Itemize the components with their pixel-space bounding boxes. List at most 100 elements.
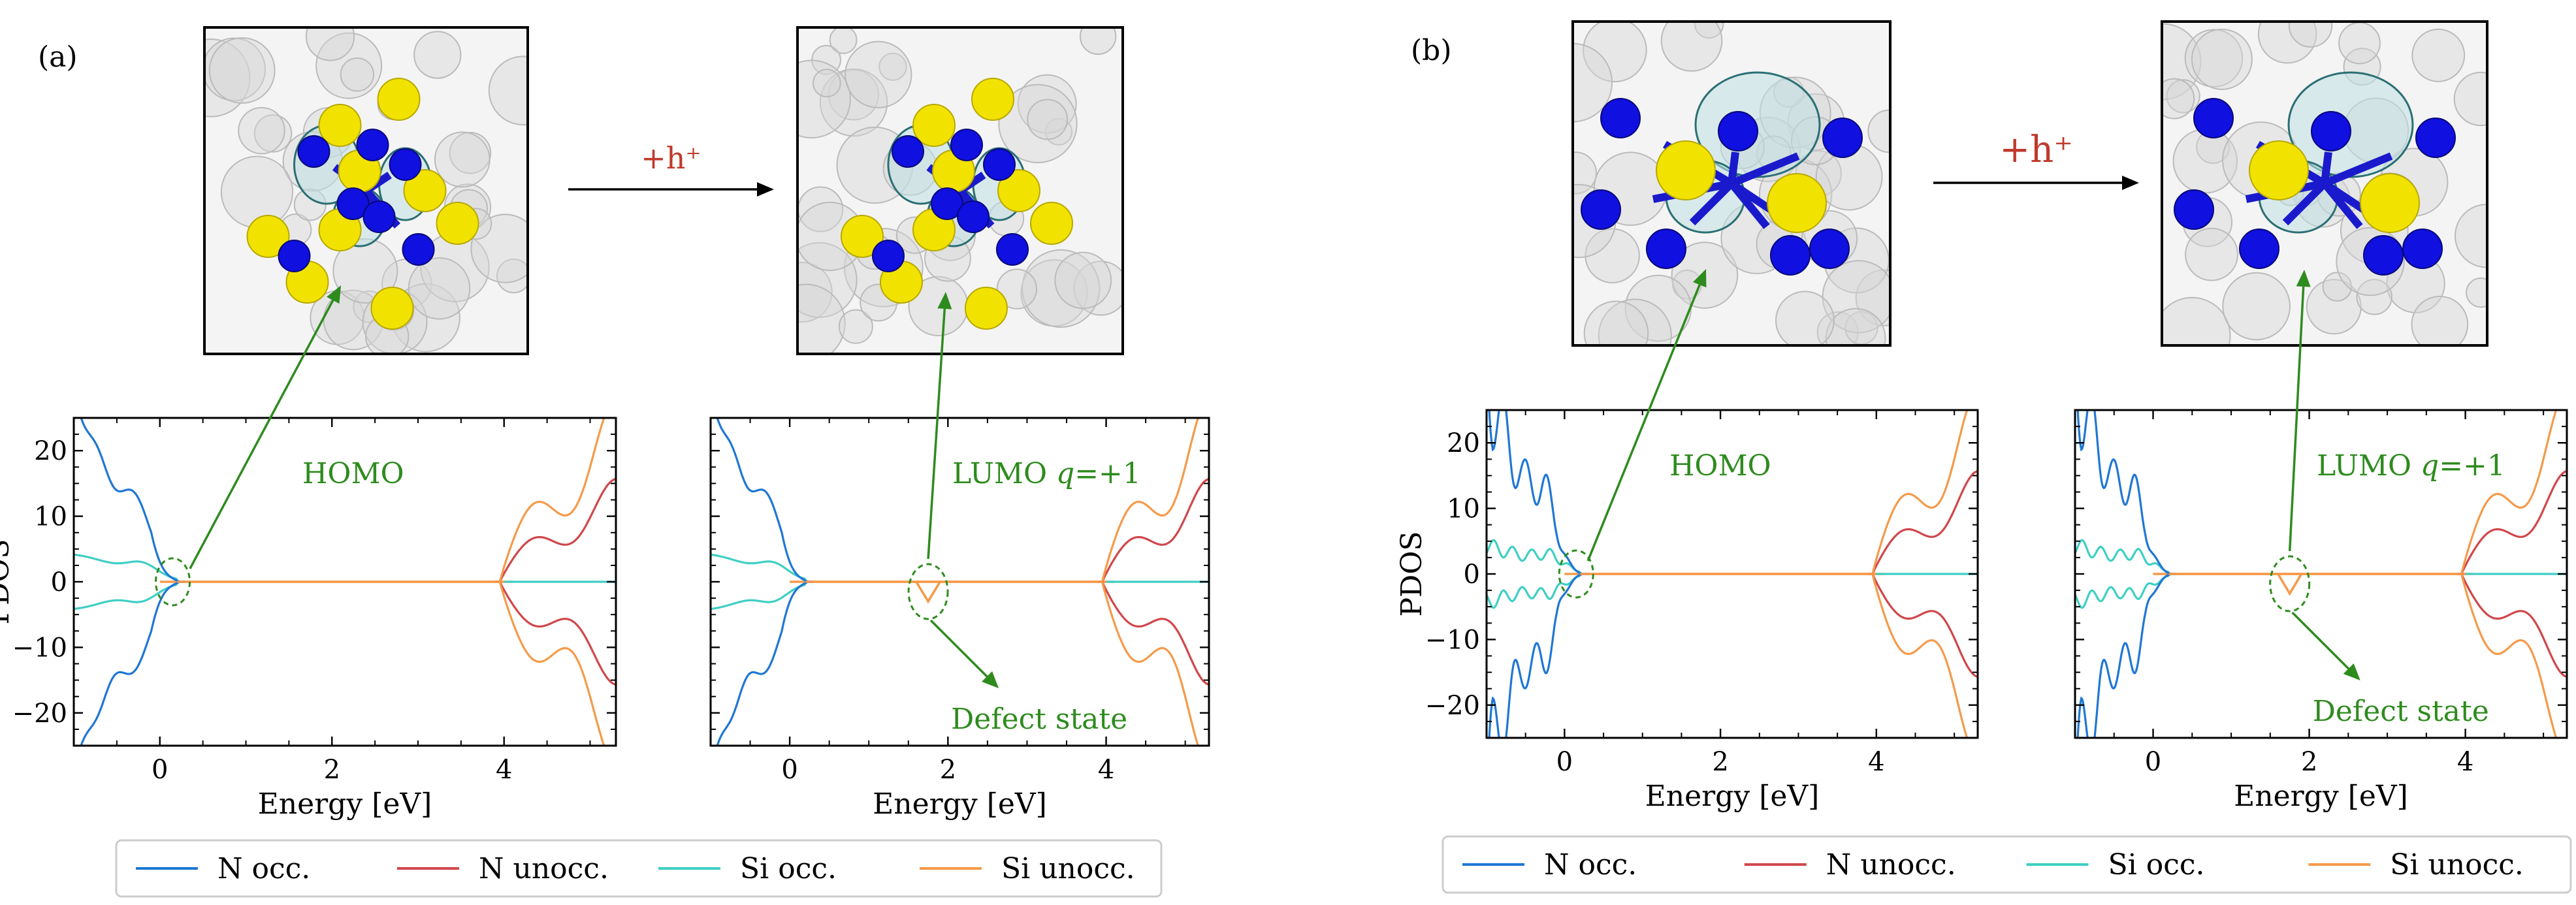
background-atom [204,38,251,118]
pointer-line [1586,284,1701,562]
n-occ-line-up [80,418,186,583]
bond [1728,151,1739,184]
defect-arrow [2291,611,2356,676]
y-tick-label: 10 [1447,494,1480,524]
si-occ-line-down [1487,573,1588,609]
n-occ-line-up [716,418,814,583]
si-atom [912,104,956,147]
arrow-head [2122,176,2139,190]
render-frame [1571,20,1892,347]
y-tick-label: 20 [34,436,67,466]
background-atom [1585,228,1640,283]
y-tick-label: 0 [51,567,67,597]
background-atom [2411,295,2469,345]
y-tick-label: 0 [1464,560,1480,590]
pdos-subplot-1: 0 2 4 20 10 0 −10 −20 PDOS Energy [eV] HOMO [0,417,617,821]
n-unocc-line-up [2457,470,2567,575]
background-atom [496,259,528,294]
si-unocc-line-up [2457,410,2558,575]
n-atom [1600,98,1641,138]
x-axis-label: Energy [eV] [2234,780,2408,813]
si-atom [1767,173,1827,233]
si-unocc-line-down [1098,580,1199,746]
background-atom [2306,279,2362,335]
oxidation-arrow: +h⁺ [568,140,774,197]
n-atom [1581,189,1621,230]
render-frame [203,26,529,355]
background-atom [1027,99,1069,140]
y-tick-label: 20 [1447,428,1480,458]
background-atom [845,40,912,108]
si-unocc-line-up [495,418,605,583]
y-tick-label: −20 [1425,691,1480,721]
background-atom [838,309,873,344]
x-tick-label: 4 [1868,747,1884,777]
si-atom [246,215,290,258]
panel-label-b: (b) [1411,34,1452,67]
si-unocc-line-down [2457,573,2558,738]
background-atom [1017,74,1077,134]
background-atom [305,27,355,61]
legend: N occ. N unocc. Si occ. Si unocc. [115,839,1163,898]
x-tick-label: 0 [781,755,797,785]
background-atom [449,132,492,174]
pointer-line [927,308,946,559]
n-unocc-line-up [1098,478,1209,583]
x-tick-label: 0 [1556,747,1573,777]
defect-state-label: Defect state [951,703,1127,736]
defect-state-label: Defect state [2313,695,2489,728]
n-atom [1770,235,1811,276]
x-axis-label: Energy [eV] [258,787,432,821]
orbital-pointer-arrow [927,292,952,559]
n-unocc-line-down [1868,573,1978,678]
legend-box [115,839,1163,898]
background-atom [2338,22,2381,65]
defect-dip [915,581,941,604]
background-atom [797,242,858,318]
bond [1689,180,1735,226]
background-atom [315,32,383,99]
si-occ-line-up [74,553,186,583]
y-tick-label: −10 [12,633,67,663]
n-occ-line-down [1488,573,1588,738]
background-atom [996,268,1038,310]
background-atom [1775,291,1835,345]
background-atom [2466,277,2487,308]
n-atom [2239,229,2279,269]
n-atom [1809,229,1850,269]
background-atom [488,56,528,126]
bond [2323,152,2393,187]
background-atom [2184,29,2244,87]
pointer-line [189,300,334,569]
background-atom [1825,308,1886,345]
arrow-head [757,182,774,197]
background-atom [2162,78,2195,119]
n-atom [2193,98,2234,138]
background-atom [253,114,293,153]
si-atom [841,215,884,258]
background-atom [797,59,851,139]
background-atom [797,283,846,354]
n-atom [389,148,422,181]
background-atom [1079,27,1117,55]
pdos-subplot-2: 0 2 4 Energy [eV] LUMO q=+1 Defect state [709,417,1210,821]
molecule-render-1 [203,26,529,355]
bond [2321,151,2332,184]
panel-label-a: (a) [38,40,78,74]
si-atom [2360,173,2420,233]
si-atom [403,169,447,212]
n-unocc-line-up [495,478,616,583]
si-unocc-line-up [1868,410,1969,575]
y-axis-label: PDOS [0,539,16,624]
homo-highlight-circle [1558,549,1594,599]
n-occ-line-down [716,580,814,746]
n-atom [278,240,311,272]
background-atom [238,106,285,155]
defect-highlight-circle [907,563,949,620]
si-atom [1030,202,1073,245]
legend-label: Si unocc. [1001,852,1135,885]
n-atom [996,233,1029,266]
x-tick-label: 4 [496,755,512,785]
bond [1728,181,1770,229]
defect-dip [2277,573,2303,596]
